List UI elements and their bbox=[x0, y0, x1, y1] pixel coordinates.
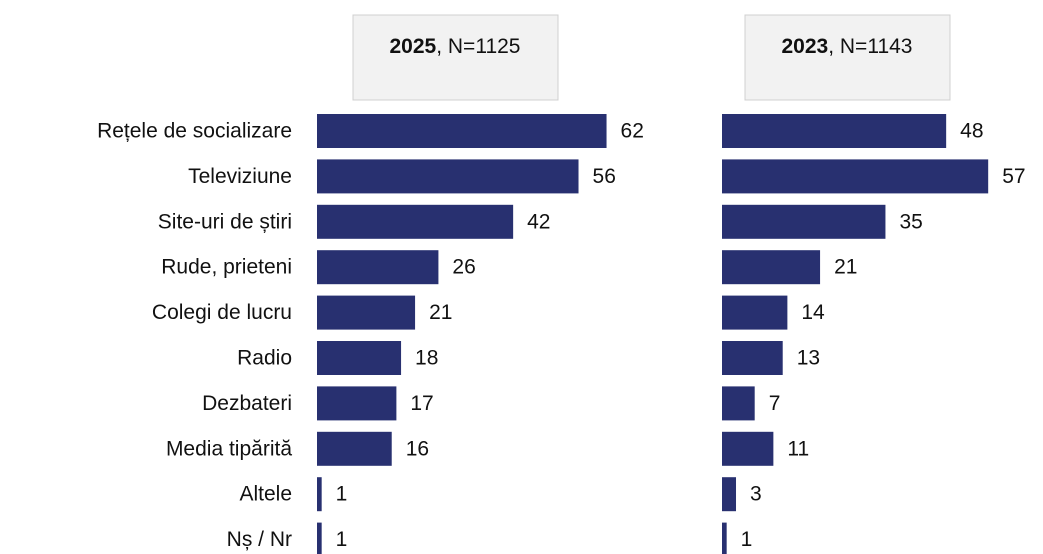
bar bbox=[722, 341, 783, 375]
bar bbox=[317, 477, 322, 512]
bar bbox=[317, 159, 579, 194]
category-label: Media tipărită bbox=[166, 437, 292, 460]
category-label: Colegi de lucru bbox=[152, 301, 292, 324]
bar bbox=[317, 295, 416, 330]
value-label: 16 bbox=[406, 437, 429, 460]
bar bbox=[317, 522, 322, 554]
bar bbox=[722, 114, 947, 148]
category-label: Nș / Nr bbox=[227, 528, 292, 551]
bar bbox=[722, 522, 727, 554]
value-label: 11 bbox=[787, 437, 809, 460]
value-label: 21 bbox=[429, 301, 452, 324]
value-label: 35 bbox=[899, 210, 922, 233]
category-label: Dezbateri bbox=[202, 392, 292, 415]
value-label: 13 bbox=[797, 347, 820, 370]
value-label: 7 bbox=[769, 392, 781, 415]
bar bbox=[722, 477, 737, 512]
value-label: 17 bbox=[410, 392, 433, 415]
value-label: 1 bbox=[336, 483, 348, 506]
header-year: 2025 bbox=[390, 35, 437, 58]
value-label: 1 bbox=[741, 528, 753, 551]
value-label: 21 bbox=[834, 256, 857, 279]
header-n: , N=1125 bbox=[436, 35, 520, 58]
bar bbox=[317, 250, 439, 285]
category-label: Rude, prieteni bbox=[161, 256, 292, 279]
bar bbox=[317, 204, 514, 239]
value-label: 48 bbox=[960, 120, 983, 143]
value-label: 18 bbox=[415, 347, 438, 370]
bar bbox=[317, 341, 402, 375]
value-label: 57 bbox=[1002, 165, 1025, 188]
header-title: 2023, N=1143 bbox=[782, 35, 913, 58]
bar bbox=[317, 114, 607, 148]
category-label: Altele bbox=[239, 483, 292, 506]
value-label: 26 bbox=[452, 256, 475, 279]
category-label: Radio bbox=[237, 347, 292, 370]
header-year: 2023 bbox=[782, 35, 829, 58]
value-label: 56 bbox=[593, 165, 616, 188]
value-label: 42 bbox=[527, 210, 550, 233]
bar bbox=[722, 431, 774, 466]
bar bbox=[317, 431, 392, 466]
bar bbox=[722, 250, 821, 285]
bar bbox=[722, 159, 989, 194]
value-label: 62 bbox=[621, 120, 644, 143]
header-box bbox=[744, 14, 951, 101]
header-title: 2025, N=1125 bbox=[390, 35, 521, 58]
category-label: Rețele de socializare bbox=[97, 120, 292, 143]
bar bbox=[722, 204, 886, 239]
bar bbox=[722, 386, 755, 421]
bar bbox=[317, 386, 397, 421]
value-label: 3 bbox=[750, 483, 762, 506]
header-box bbox=[352, 14, 559, 101]
value-label: 1 bbox=[336, 528, 348, 551]
header-n: , N=1143 bbox=[828, 35, 912, 58]
bar bbox=[722, 295, 788, 330]
value-label: 14 bbox=[801, 301, 825, 324]
category-label: Televiziune bbox=[188, 165, 292, 188]
category-label: Site-uri de știri bbox=[158, 210, 292, 233]
